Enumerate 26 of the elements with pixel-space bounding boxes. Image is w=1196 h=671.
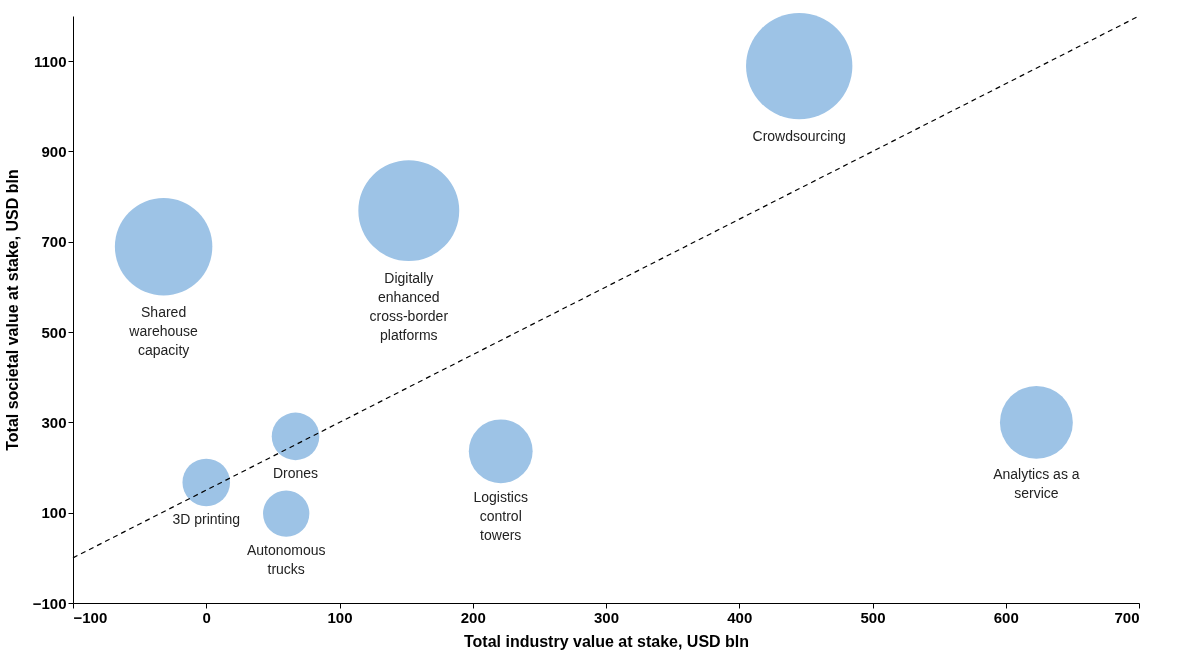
y-tick-label: 300 — [41, 413, 67, 431]
x-tick-label: 700 — [1114, 608, 1140, 626]
y-tick-label: 700 — [41, 233, 67, 251]
x-tick-label: 300 — [593, 608, 620, 626]
y-tick-label: −100 — [32, 594, 67, 612]
x-axis-title: Total industry value at stake, USD bln — [463, 632, 750, 650]
y-axis-title: Total societal value at stake, USD bln — [3, 169, 21, 451]
x-tick-label: 500 — [860, 608, 886, 626]
y-tick-label: 1100 — [33, 52, 67, 70]
y-tick-label: 100 — [41, 504, 67, 522]
series-label: Drones — [272, 465, 319, 482]
series-label: 3D printing — [172, 511, 241, 528]
series-label: Autonomous trucks — [246, 541, 326, 577]
x-tick-label: 600 — [993, 608, 1019, 626]
series-label: Analytics as a service — [993, 465, 1080, 501]
x-tick-label: 0 — [202, 608, 211, 626]
y-tick-label: 900 — [41, 142, 67, 160]
x-tick-label: −100 — [73, 608, 108, 626]
x-tick-label: 200 — [460, 608, 486, 626]
series-label: Logistics control towers — [473, 489, 528, 544]
x-tick-label: 400 — [727, 608, 753, 626]
series-label: Shared warehouse capacity — [128, 303, 199, 358]
y-tick-label: 500 — [41, 323, 67, 341]
series-label: Crowdsourcing — [752, 128, 846, 145]
series-label: Digitally enhanced cross-border platforms — [369, 269, 449, 343]
x-tick-label: 100 — [327, 608, 353, 626]
